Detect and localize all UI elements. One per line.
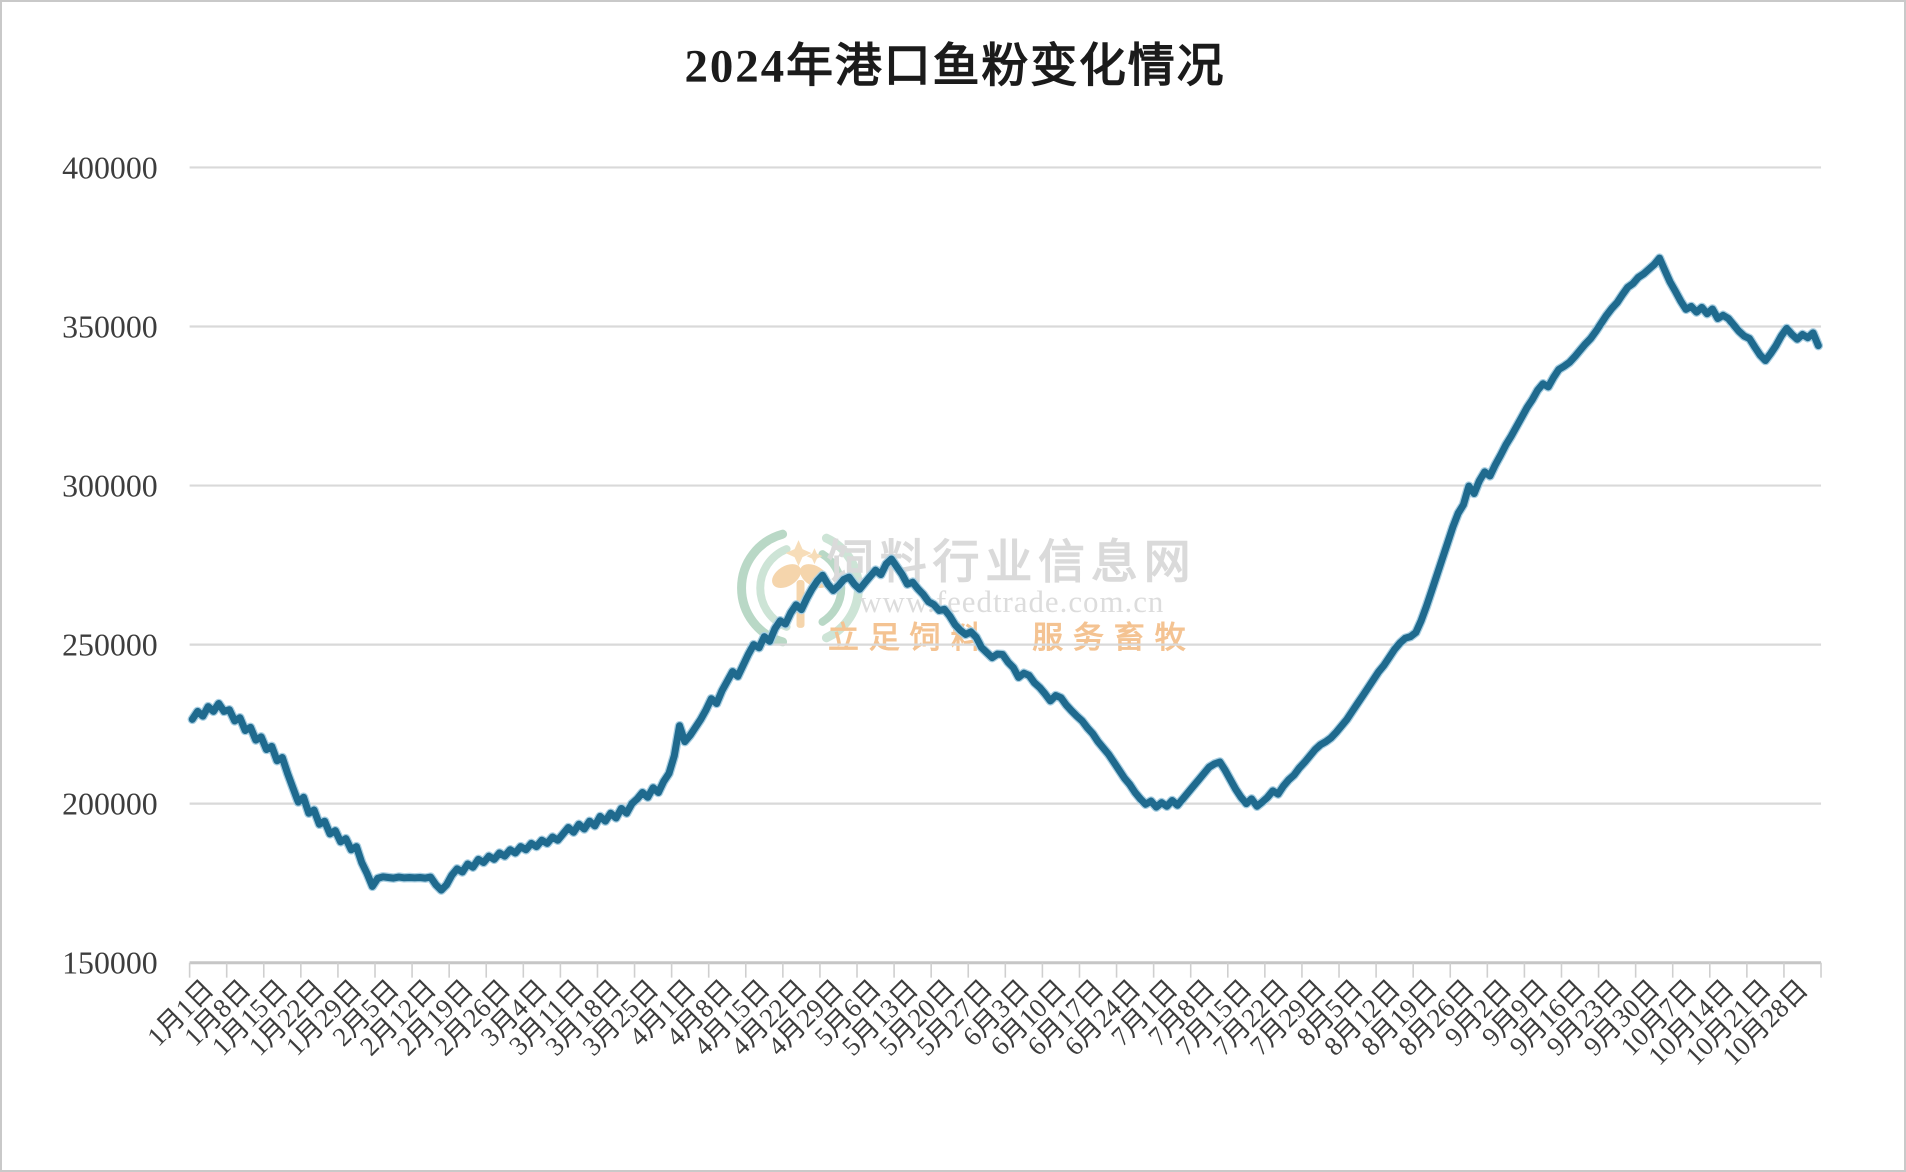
y-axis-tick-label: 400000 — [62, 150, 158, 185]
watermark-slogan: 立足饲料 服务畜牧 — [828, 620, 1196, 655]
y-axis-tick-label: 200000 — [62, 787, 158, 822]
chart-title: 2024年港口鱼粉变化情况 — [684, 41, 1225, 93]
x-axis-labels: 1月1日1月8日1月15日1月22日1月29日2月5日2月12日2月19日2月2… — [141, 974, 1814, 1071]
data-series-line — [187, 253, 1824, 895]
gridlines — [189, 166, 1822, 965]
watermark-site-url: www.feedtrade.com.cn — [859, 584, 1164, 619]
x-axis — [188, 962, 1822, 978]
y-axis-tick-label: 250000 — [62, 628, 158, 663]
y-axis-tick-label: 300000 — [62, 469, 158, 504]
series-line — [188, 254, 1822, 894]
y-axis-tick-label: 350000 — [62, 309, 158, 344]
y-axis-labels: 150000 200000 250000 300000 350000 400000 — [62, 150, 158, 980]
y-axis-tick-label: 150000 — [62, 946, 158, 981]
